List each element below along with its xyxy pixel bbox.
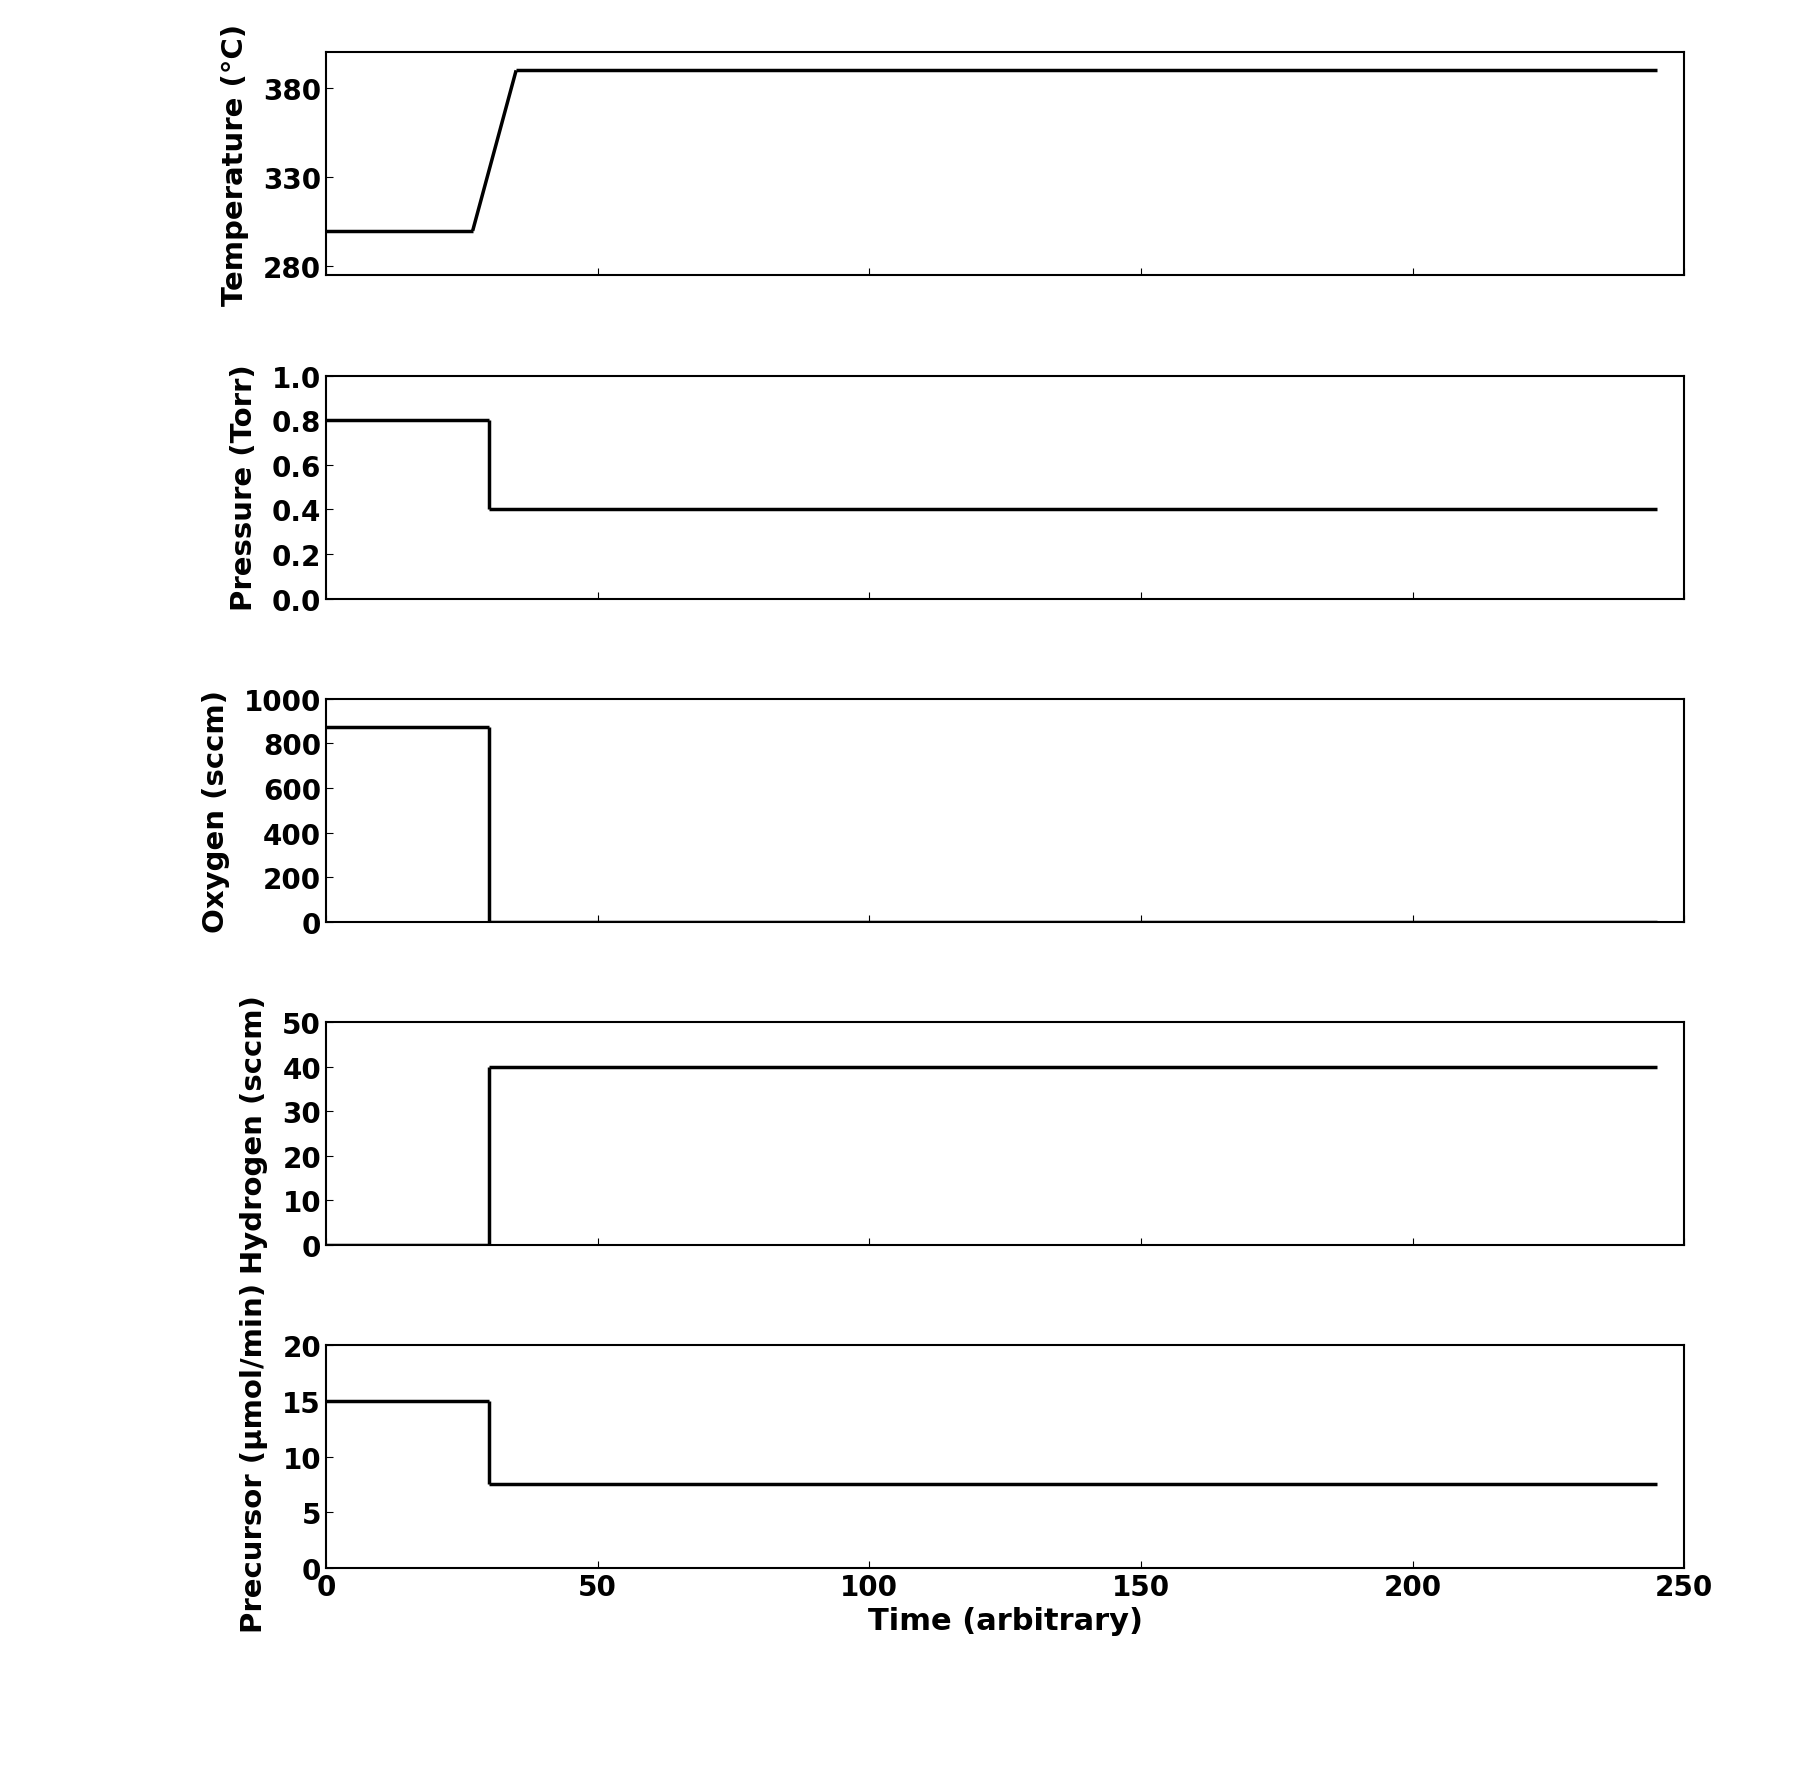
Y-axis label: Oxygen (sccm): Oxygen (sccm) (201, 690, 230, 932)
Y-axis label: Pressure (Torr): Pressure (Torr) (230, 365, 257, 611)
Y-axis label: Temperature (°C): Temperature (°C) (221, 23, 250, 307)
X-axis label: Time (arbitrary): Time (arbitrary) (867, 1607, 1143, 1636)
Y-axis label: Precursor (μmol/min): Precursor (μmol/min) (241, 1281, 268, 1632)
Y-axis label: Hydrogen (sccm): Hydrogen (sccm) (241, 994, 268, 1272)
